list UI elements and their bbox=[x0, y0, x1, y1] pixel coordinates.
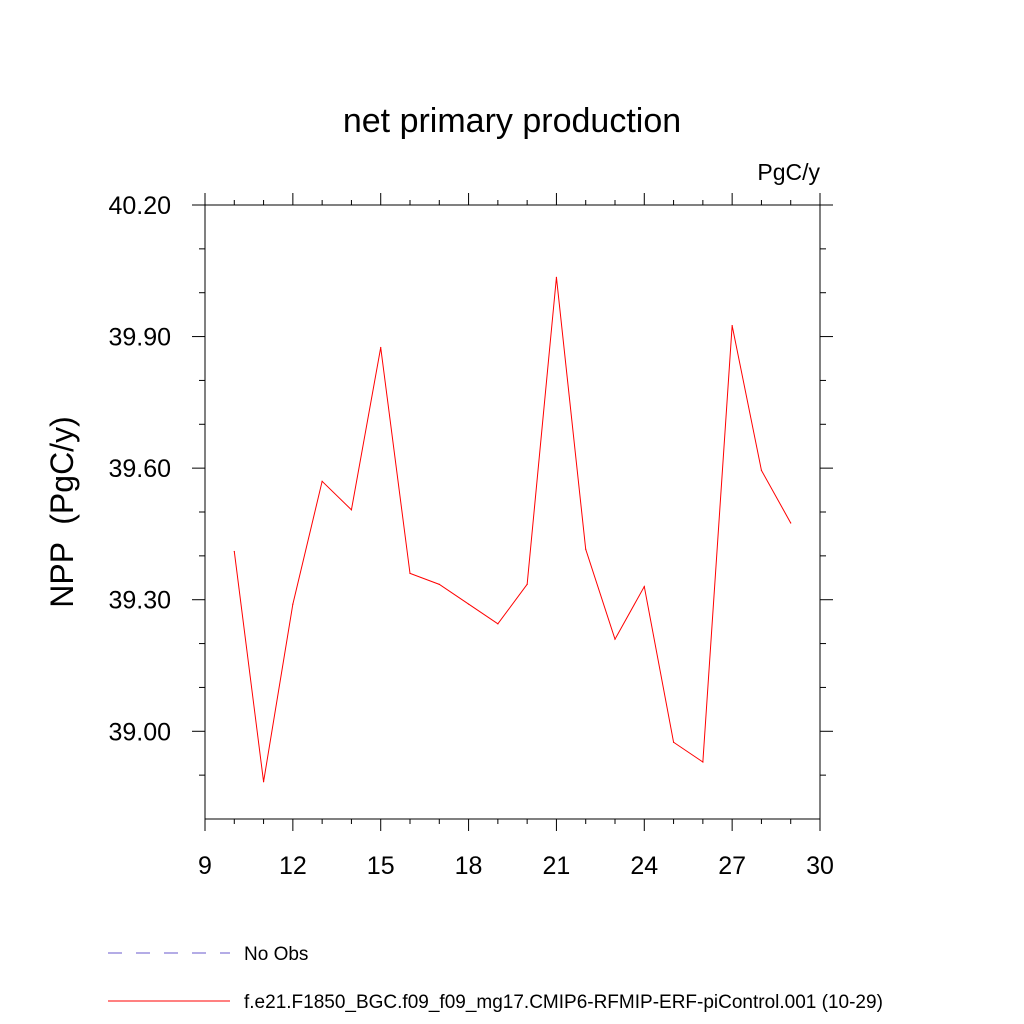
x-tick-label: 9 bbox=[198, 852, 212, 880]
data-point bbox=[292, 603, 294, 605]
x-tick-label: 15 bbox=[367, 852, 395, 880]
data-point bbox=[409, 572, 411, 575]
series-lines bbox=[233, 276, 792, 783]
axis-tick-labels: 9 12 15 18 21 24 27 30 39.00 39.30 39.60 39.90 40.20 bbox=[108, 192, 833, 880]
data-point bbox=[585, 548, 587, 550]
data-point bbox=[380, 346, 382, 349]
data-point bbox=[233, 550, 235, 553]
chart-title: net primary production bbox=[343, 102, 681, 140]
x-tick-label: 30 bbox=[806, 852, 834, 880]
y-tick-label: 39.60 bbox=[108, 455, 171, 483]
series-line bbox=[233, 277, 792, 782]
data-point bbox=[321, 480, 323, 482]
x-tick-label: 24 bbox=[630, 852, 658, 880]
y-tick-label: 39.30 bbox=[108, 587, 171, 615]
units-label: PgC/y bbox=[757, 159, 820, 185]
data-point bbox=[672, 741, 675, 743]
y-tick-label: 40.20 bbox=[108, 192, 171, 220]
data-point bbox=[790, 522, 792, 524]
data-point bbox=[643, 585, 645, 588]
data-point bbox=[526, 583, 528, 585]
x-tick-label: 12 bbox=[279, 852, 307, 880]
axis-ticks bbox=[192, 193, 833, 831]
data-point bbox=[731, 325, 733, 327]
data-point bbox=[702, 761, 704, 763]
y-tick-label: 39.90 bbox=[108, 324, 171, 352]
data-point bbox=[438, 583, 440, 585]
data-point bbox=[262, 781, 265, 783]
legend: No Obs f.e21.F1850_BGC.f09_f09_mg17.CMIP6… bbox=[108, 944, 883, 1013]
x-tick-label: 27 bbox=[718, 852, 746, 880]
data-point bbox=[350, 509, 353, 511]
x-tick-label: 21 bbox=[543, 852, 571, 880]
data-point bbox=[467, 603, 470, 605]
data-point bbox=[555, 276, 558, 278]
x-tick-label: 18 bbox=[455, 852, 483, 880]
y-axis-label: NPP (PgC/y) bbox=[44, 416, 80, 607]
plot-frame bbox=[204, 204, 821, 820]
data-point bbox=[614, 638, 616, 640]
legend-label: f.e21.F1850_BGC.f09_f09_mg17.CMIP6-RFMIP… bbox=[244, 992, 883, 1013]
data-point bbox=[760, 469, 763, 471]
y-tick-label: 39.00 bbox=[108, 718, 171, 746]
legend-label: No Obs bbox=[244, 944, 308, 965]
data-point bbox=[497, 623, 499, 625]
